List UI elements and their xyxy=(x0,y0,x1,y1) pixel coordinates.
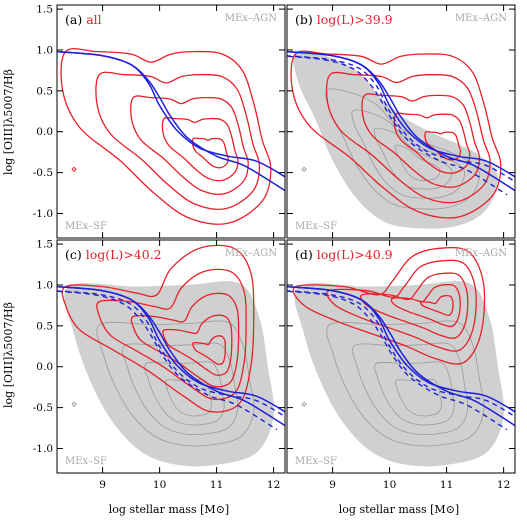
contour-d-0 xyxy=(292,246,486,365)
y-tick-label: 0.5 xyxy=(36,320,53,332)
contour-a-4 xyxy=(191,137,229,169)
panel-d: 9 10 11 12 (d) log(L)>40.9 MEx–AGN MEx–SF xyxy=(286,239,516,491)
boundary-dashed-d-1 xyxy=(287,290,515,417)
y-tick-label: 1.0 xyxy=(36,44,53,56)
contour-d-2 xyxy=(359,272,469,339)
y-tick-label: 1.5 xyxy=(36,239,53,251)
background-fill-b xyxy=(293,50,499,229)
y-tick-label: 1.0 xyxy=(36,279,53,291)
panel-label-d: (d) log(L)>40.9 xyxy=(295,247,393,262)
contour-c-4 xyxy=(192,335,226,365)
x-axis-label-right: log stellar mass [M⊙] xyxy=(339,503,459,516)
boundary-dashed-b-1 xyxy=(287,55,515,182)
contour-b-2 xyxy=(361,93,481,188)
contour-b-1 xyxy=(325,71,491,204)
frame-a xyxy=(56,4,286,239)
background-fill-c xyxy=(64,281,275,467)
panel-c: 9 10 11 12 -1.0 -0.5 0.0 0.5 1.0 1.5 (c) log(L)>40… xyxy=(33,239,286,491)
boundary-dashed-d-0 xyxy=(287,290,508,431)
panel-label-a: (a) all xyxy=(65,12,102,27)
background-contour-c-1 xyxy=(122,342,239,436)
contour-a-0 xyxy=(60,47,272,225)
contour-b-0 xyxy=(290,50,502,219)
region-label-agn-b: MEx–AGN xyxy=(455,13,507,24)
outlier-mark-c xyxy=(71,401,77,408)
contour-a-3 xyxy=(161,116,239,182)
y-tick-label: -1.0 xyxy=(33,208,53,220)
x-tick-label: 12 xyxy=(497,479,510,491)
region-label-sf-c: MEx–SF xyxy=(65,456,107,467)
background-contour-c-0 xyxy=(96,320,255,447)
contour-b-3 xyxy=(393,112,471,174)
boundary-lower-c xyxy=(57,285,285,413)
x-tick-label: 10 xyxy=(153,479,166,491)
contour-a-2 xyxy=(130,95,249,195)
outlier-mark-a xyxy=(71,166,77,173)
boundary-dashed-c-0 xyxy=(57,290,278,431)
region-label-sf-d: MEx–SF xyxy=(295,456,337,467)
frame-c xyxy=(56,239,286,474)
background-contour-d-0 xyxy=(326,320,485,447)
background-contour-d-2 xyxy=(374,361,455,426)
y-tick-label: -0.5 xyxy=(33,167,53,179)
x-tick-label: 10 xyxy=(383,479,396,491)
boundary-lower-b xyxy=(287,50,515,178)
y-axis-label-top: log [OIII]λ5007/Hβ xyxy=(2,69,15,175)
panels-group: -1.0 -0.5 0.0 0.5 1.0 1.5 (a) all MEx–AGN MEx–SF… xyxy=(33,4,516,491)
x-axis-label-left: log stellar mass [M⊙] xyxy=(109,503,229,516)
y-tick-label: 0.0 xyxy=(36,361,53,373)
region-label-sf-a: MEx–SF xyxy=(65,221,107,232)
boundary-lower-d xyxy=(287,285,515,413)
y-tick-label: 0.5 xyxy=(36,85,53,97)
contour-c-0 xyxy=(61,244,255,413)
contour-c-2 xyxy=(130,292,240,388)
outlier-mark-d xyxy=(301,401,307,408)
y-tick-label: 1.5 xyxy=(36,4,53,16)
x-tick-label: 9 xyxy=(329,479,336,491)
y-tick-label: 0.0 xyxy=(36,126,53,138)
contour-c-3 xyxy=(162,314,233,376)
y-axis-label-bottom: log [OIII]λ5007/Hβ xyxy=(2,302,15,408)
contour-d-3 xyxy=(390,283,461,328)
outlier-mark-b xyxy=(301,166,307,173)
panel-label-c: (c) log(L)>40.2 xyxy=(65,247,162,262)
panel-b: (b) log(L)>39.9 MEx–AGN MEx–SF xyxy=(286,4,516,239)
y-tick-label: -0.5 xyxy=(33,402,53,414)
boundary-upper-a xyxy=(57,50,285,192)
x-tick-label: 12 xyxy=(267,479,280,491)
contour-c-1 xyxy=(96,268,247,401)
region-label-agn-c: MEx–AGN xyxy=(225,248,277,259)
boundary-dashed-b-0 xyxy=(287,55,508,196)
background-contour-b-2 xyxy=(373,127,453,190)
boundary-lower-a xyxy=(57,50,285,178)
x-tick-label: 9 xyxy=(99,479,106,491)
panel-a: -1.0 -0.5 0.0 0.5 1.0 1.5 (a) all MEx–AGN MEx–SF xyxy=(33,4,286,239)
x-tick-label: 11 xyxy=(210,479,223,491)
frame-d xyxy=(286,239,516,474)
background-contour-b-1 xyxy=(351,109,466,199)
background-fill-d xyxy=(294,281,505,467)
contour-d-1 xyxy=(326,259,477,352)
boundary-dashed-c-1 xyxy=(57,290,285,417)
y-tick-label: -1.0 xyxy=(33,443,53,455)
panel-label-b: (b) log(L)>39.9 xyxy=(295,12,393,27)
contour-a-1 xyxy=(95,71,261,210)
region-label-sf-b: MEx–SF xyxy=(295,221,337,232)
region-label-agn-a: MEx–AGN xyxy=(225,13,277,24)
region-label-agn-d: MEx–AGN xyxy=(455,248,507,259)
contour-d-4 xyxy=(419,294,454,317)
x-tick-label: 11 xyxy=(440,479,453,491)
frame-b xyxy=(286,4,516,239)
background-contour-b-3 xyxy=(394,144,441,181)
